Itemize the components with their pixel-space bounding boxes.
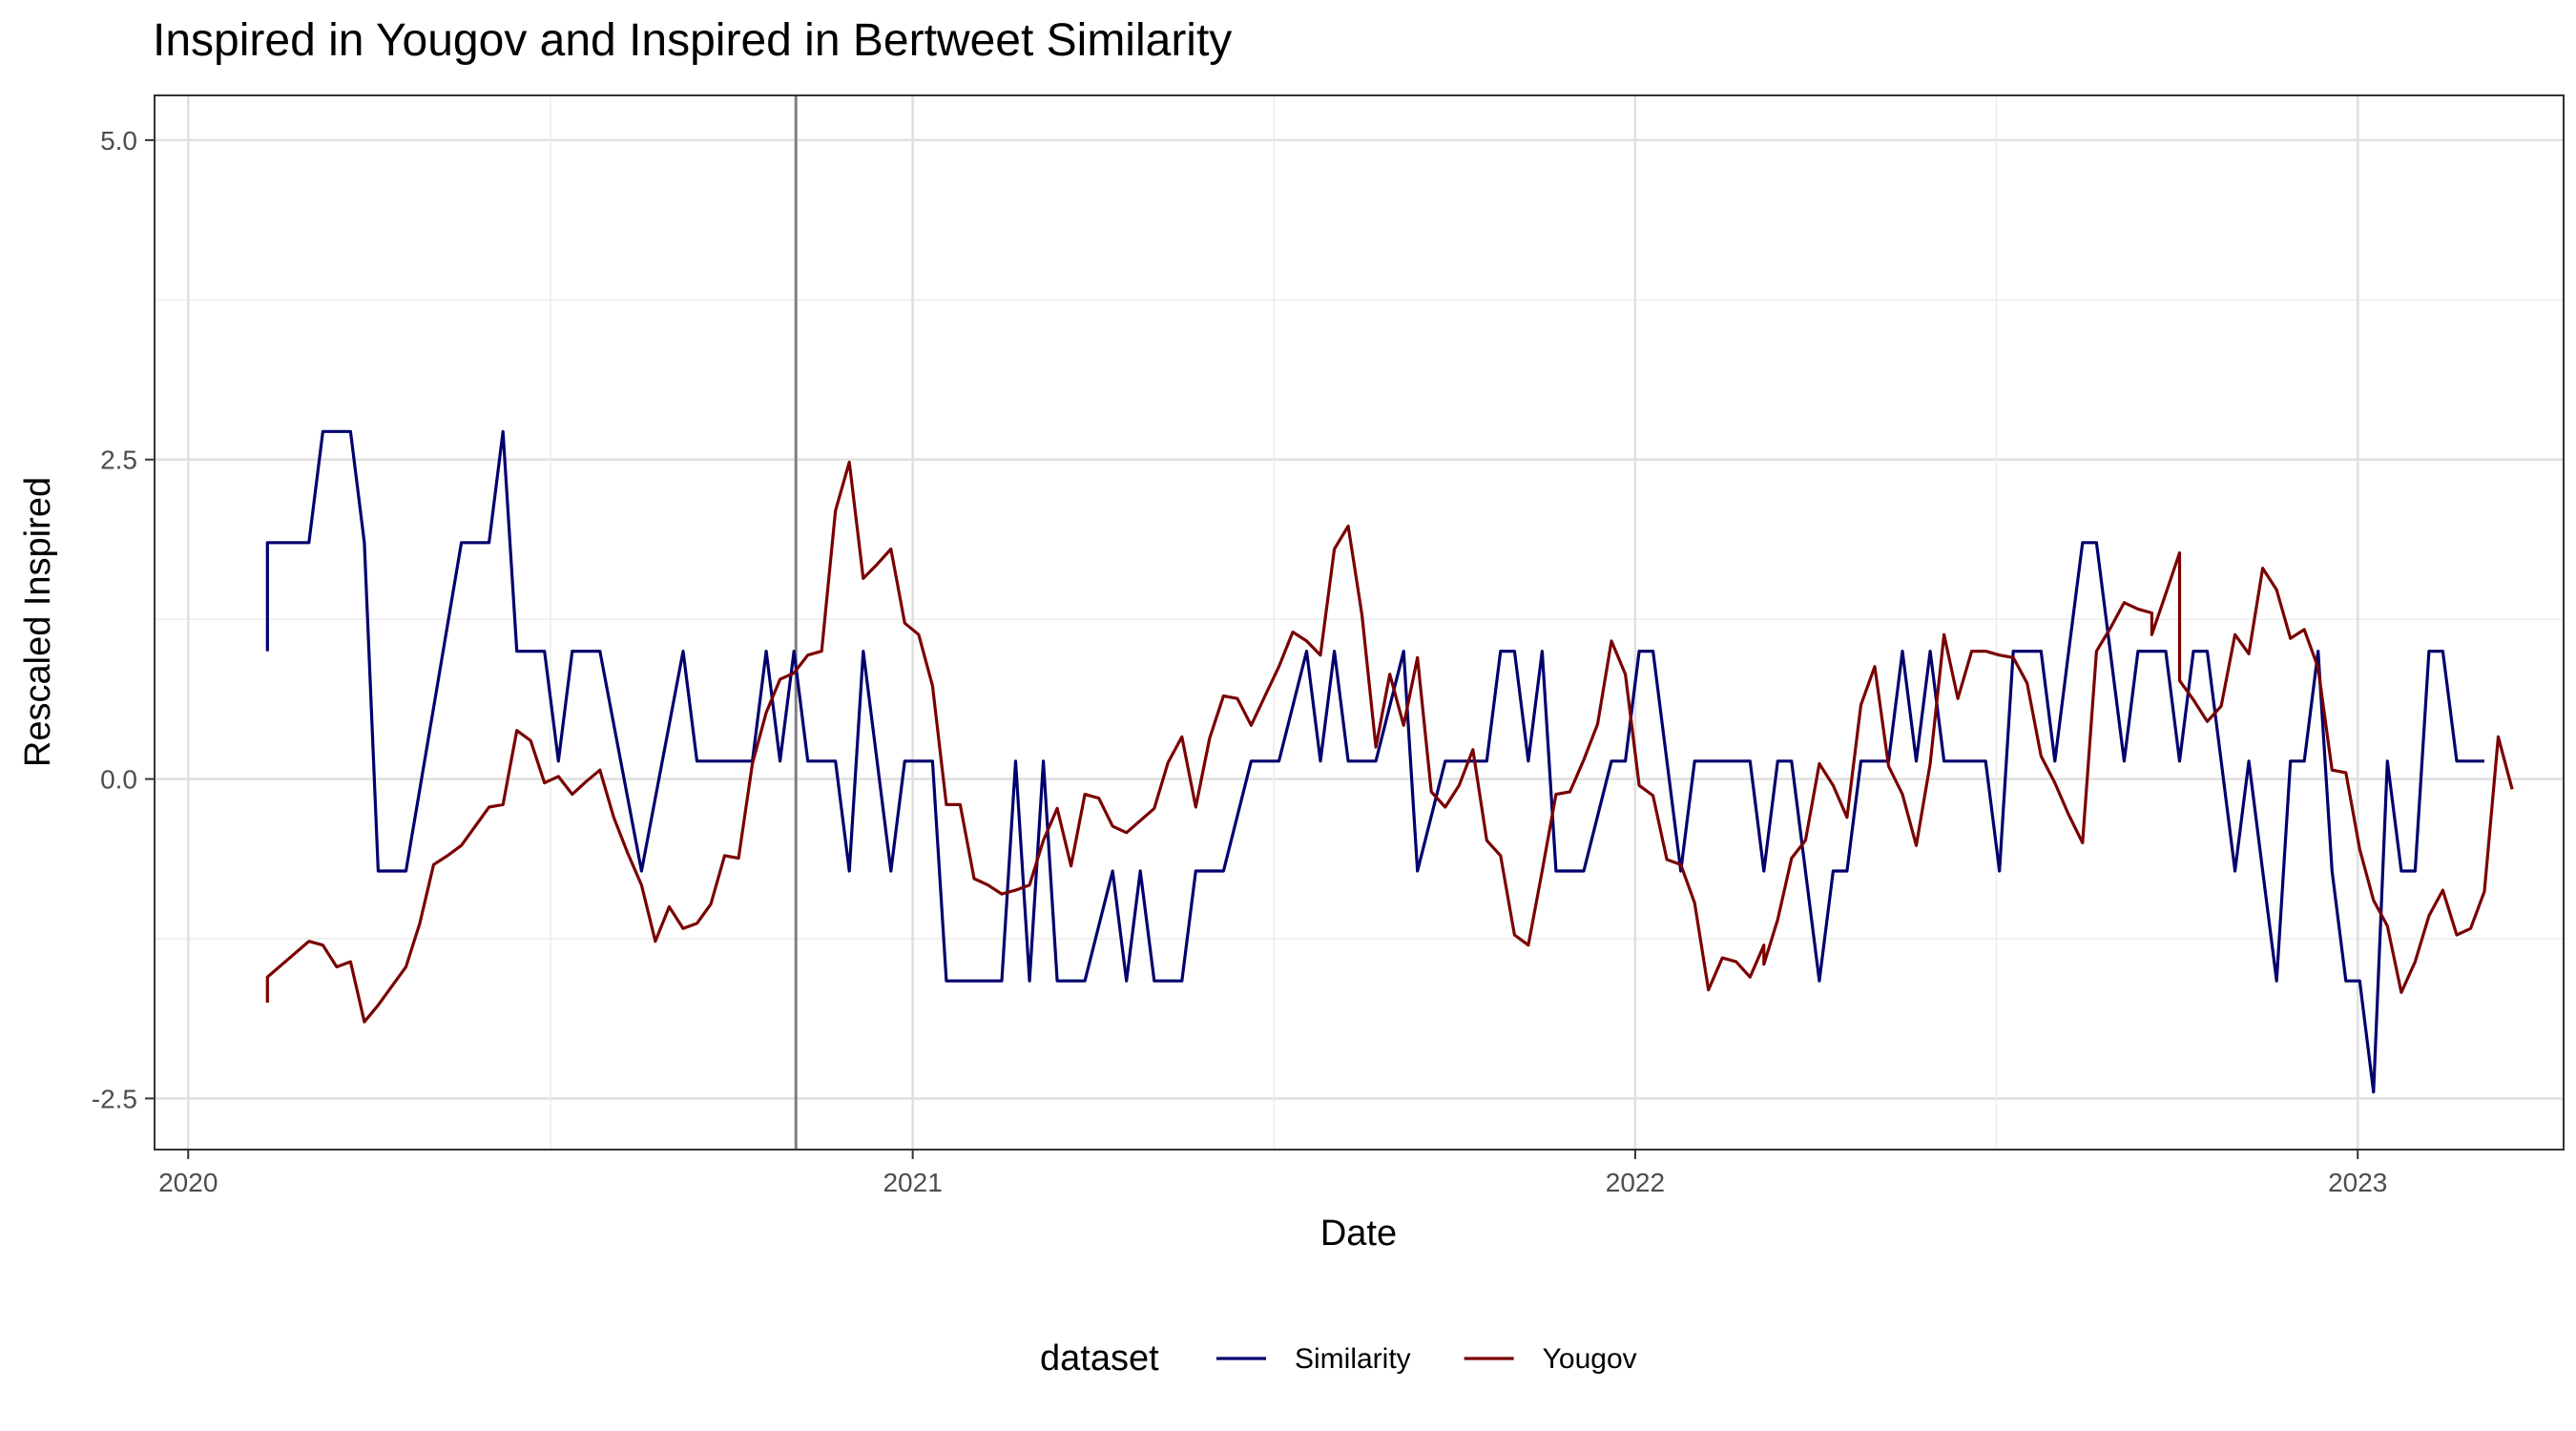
y-axis-title: Rescaled Inspired [18, 477, 58, 767]
y-axis-ticks: -2.5 0.0 2.5 5.0 [92, 126, 155, 1113]
plot-panel-background [155, 95, 2564, 1150]
y-tick-label: -2.5 [92, 1084, 137, 1113]
panel-border [154, 94, 2565, 1151]
legend-title: dataset [1040, 1338, 1159, 1379]
x-tick-label: 2022 [1606, 1168, 1665, 1197]
y-tick-label: 5.0 [100, 126, 137, 156]
legend: dataset Similarity Yougov [1040, 1338, 1637, 1379]
chart-title: Inspired in Yougov and Inspired in Bertw… [153, 15, 1232, 66]
y-tick-label: 0.0 [100, 765, 137, 795]
legend-label-similarity: Similarity [1295, 1343, 1411, 1375]
x-tick-label: 2021 [883, 1168, 942, 1197]
x-tick-label: 2020 [158, 1168, 218, 1197]
legend-items: Similarity Yougov [1216, 1343, 1637, 1375]
x-tick-label: 2023 [2328, 1168, 2387, 1197]
legend-label-yougov: Yougov [1543, 1343, 1637, 1375]
series-layer [265, 429, 2514, 1094]
series-line-yougov [265, 460, 2514, 1024]
series-line-similarity [265, 429, 2484, 1094]
x-axis-ticks: 2020 2021 2022 2023 [158, 1150, 2387, 1197]
grid-layer [155, 95, 2564, 1150]
x-axis-title: Date [1320, 1213, 1397, 1254]
y-tick-label: 2.5 [100, 446, 137, 475]
